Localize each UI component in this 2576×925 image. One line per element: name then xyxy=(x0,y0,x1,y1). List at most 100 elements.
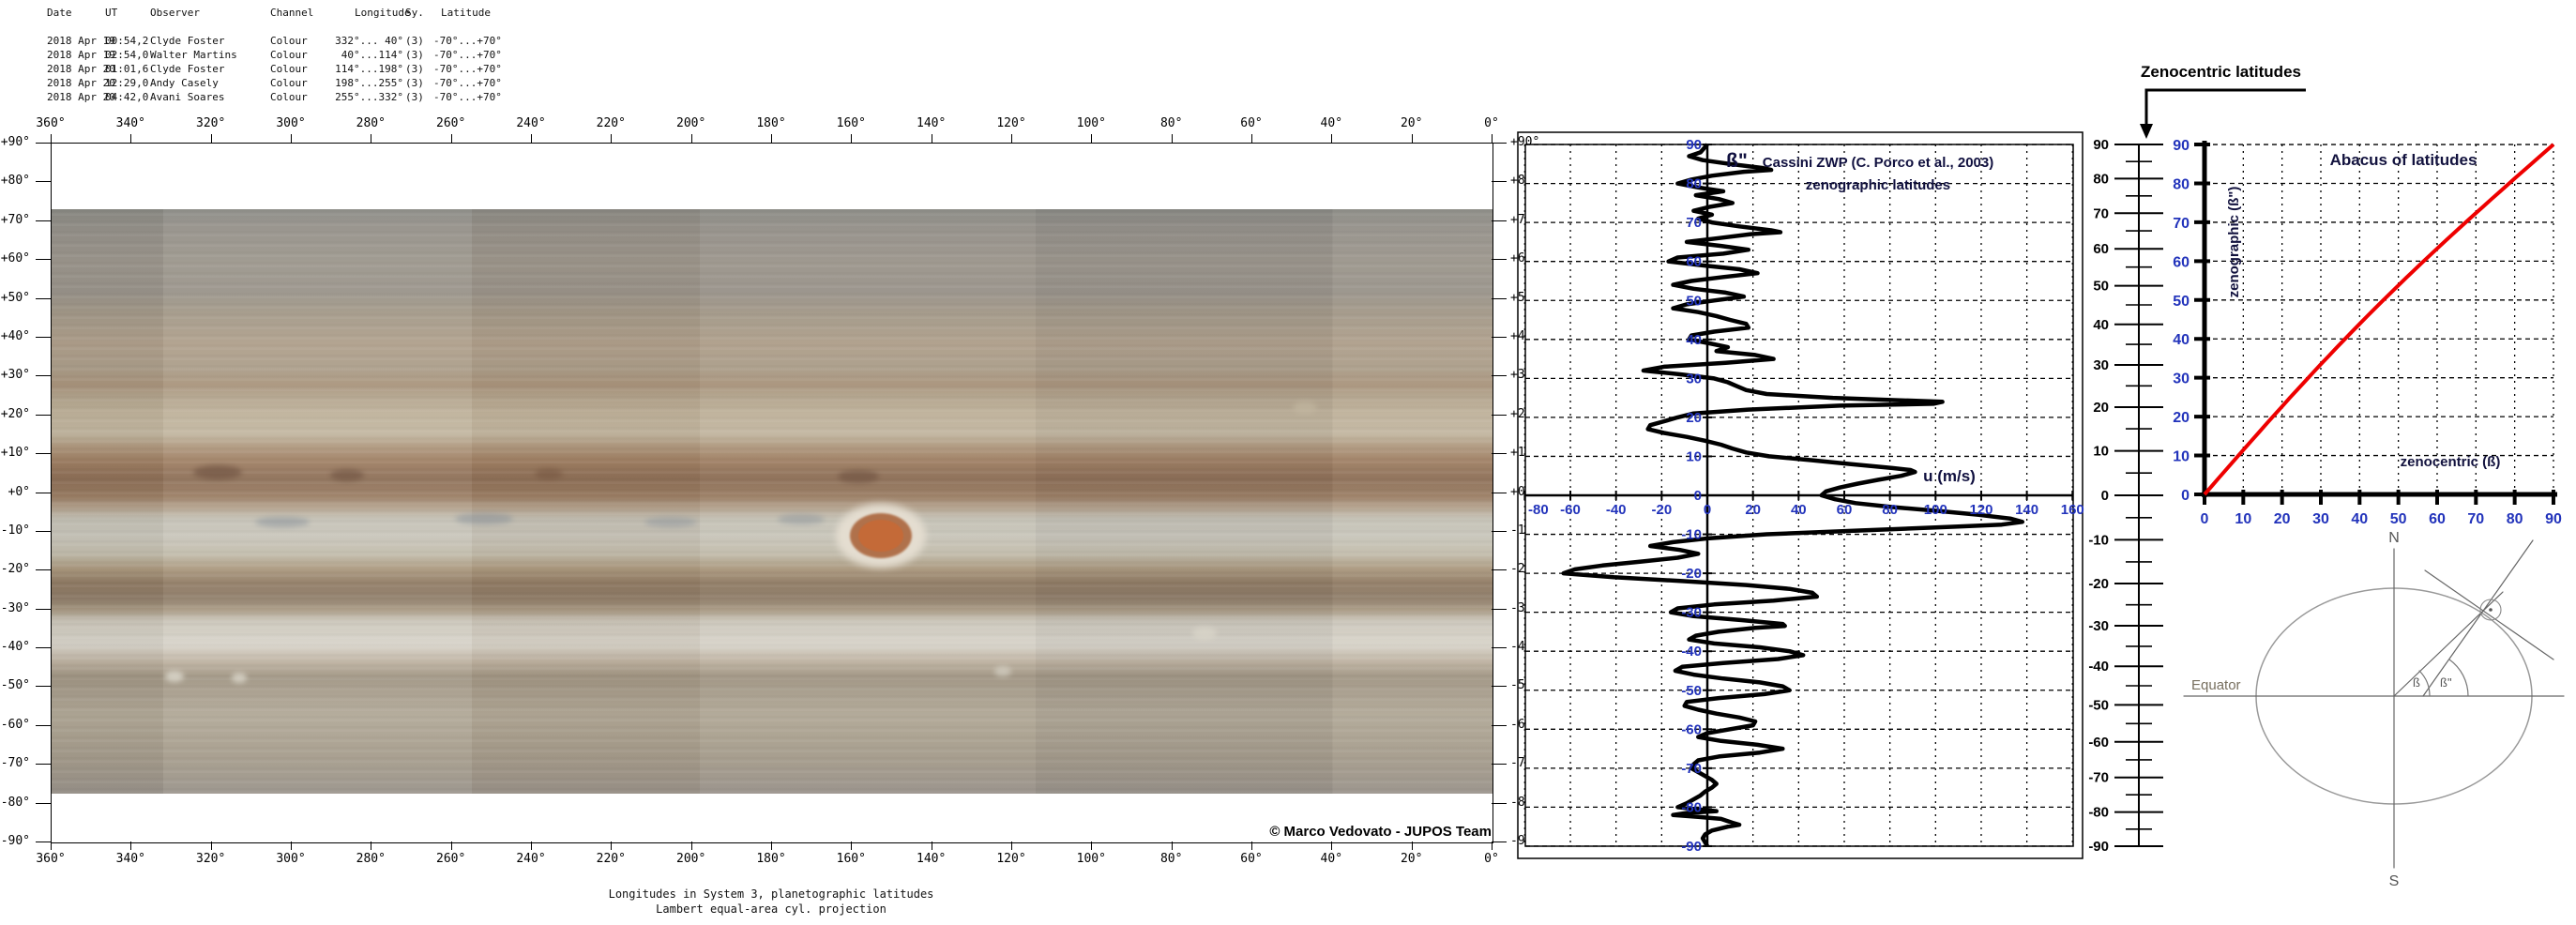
ruler-tick-label: 40 xyxy=(2093,317,2109,333)
map-lon-label-top: 20° xyxy=(1400,116,1423,130)
obs-cell: Colour xyxy=(270,49,308,61)
map-lon-tick-top xyxy=(1331,134,1333,143)
map-lon-tick-top xyxy=(1171,134,1173,143)
abacus-y-tick-label: 60 xyxy=(2173,254,2190,270)
abacus-x-tick-label: 70 xyxy=(2467,511,2484,527)
map-lon-tick-bottom xyxy=(1011,842,1012,850)
zwp-x-tick-label: 120 xyxy=(1969,502,1993,518)
ruler-tick-label: 60 xyxy=(2093,241,2109,257)
ruler-tick-label: -40 xyxy=(2088,659,2109,675)
zwp-axis-labels: -80 -60 -40 -20 0 20 40 60 80 100 120 140 1609080706… xyxy=(1523,137,2084,855)
map-lat-label-left: -40° xyxy=(0,640,30,655)
map-caption-line1: Longitudes in System 3, planetographic l… xyxy=(608,887,934,901)
right-angle-dot xyxy=(2489,608,2493,612)
beta-angle-arc xyxy=(2418,670,2431,697)
map-lat-label-left: +70° xyxy=(0,212,30,227)
map-lon-tick-bottom xyxy=(1251,842,1252,850)
map-lat-tick-left xyxy=(36,181,51,183)
zwp-y-tick-label: 90 xyxy=(1686,137,1702,153)
map-lon-label-top: 140° xyxy=(917,116,947,130)
map-lat-tick-right xyxy=(1492,414,1507,416)
neb-barge xyxy=(330,469,364,481)
map-lat-label-left: +60° xyxy=(0,251,30,266)
abacus-x-tick-label: 40 xyxy=(2351,511,2368,527)
map-lat-tick-left xyxy=(36,336,51,338)
zwp-x-tick-label: 20 xyxy=(1745,502,1761,518)
zwp-y-tick-label: -20 xyxy=(1681,566,1702,582)
abacus-y-tick-label: 50 xyxy=(2173,294,2190,310)
map-lat-tick-right xyxy=(1492,453,1507,455)
map-lat-tick-right xyxy=(1492,259,1507,261)
obs-cell: 04:42,0 xyxy=(105,91,149,103)
obs-header-cell: Sy. xyxy=(405,7,424,19)
zwp-x-tick-label: -20 xyxy=(1651,502,1672,518)
map-lon-tick-top xyxy=(1411,134,1413,143)
zwp-wind-profile-curve xyxy=(1561,143,2025,848)
zwp-x-tick-label: 140 xyxy=(2015,502,2038,518)
neb-barge xyxy=(838,470,879,483)
obs-cell: (3) xyxy=(405,49,424,61)
obs-cell: 40°...114° xyxy=(335,49,403,61)
map-lon-tick-top xyxy=(291,134,292,143)
abacus-gridlines xyxy=(2205,144,2554,494)
zwp-xlabel: u (m/s) xyxy=(1923,467,1976,485)
obs-cell: -70°...+70° xyxy=(433,91,502,103)
map-lon-tick-top xyxy=(210,134,212,143)
map-lon-label-top: 340° xyxy=(115,116,145,130)
zwp-y-tick-label: 70 xyxy=(1686,215,1702,231)
zwp-y-tick-label: 10 xyxy=(1686,448,1702,464)
zwp-ylabel-beta: ß" xyxy=(1726,150,1748,172)
ruler-tick-label: 70 xyxy=(2093,205,2109,221)
zwp-title: Cassini ZWP (C. Porco et al., 2003) xyxy=(1763,155,1993,171)
map-lat-tick-left xyxy=(36,647,51,649)
map-lon-tick-top xyxy=(450,134,452,143)
map-lon-label-bottom: 200° xyxy=(676,852,706,866)
abacus-x-tick-label: 80 xyxy=(2507,511,2523,527)
map-lon-label-bottom: 220° xyxy=(596,852,626,866)
map-lat-tick-left xyxy=(36,724,51,726)
map-lon-label-bottom: 40° xyxy=(1320,852,1343,866)
abacus-xlabel: zenocentric (ß) xyxy=(2401,454,2501,470)
map-lon-label-top: 240° xyxy=(516,116,546,130)
zwp-y-tick-label: -80 xyxy=(1681,799,1702,815)
map-lat-tick-right xyxy=(1492,143,1507,144)
obs-cell: 198°...255° xyxy=(335,77,403,89)
copyright-credit: © Marco Vedovato - JUPOS Team xyxy=(1269,824,1492,840)
mosaic-seams xyxy=(52,209,1493,794)
abacus-chart: 0 10 20 30 40 50 60 70 80 90 0 10 20 30 40 50 60 70 80 90 A… xyxy=(2173,138,2562,527)
ruler-tick-label: -60 xyxy=(2088,735,2109,751)
map-lat-label-left: +40° xyxy=(0,328,30,343)
abacus-x-tick-label: 90 xyxy=(2545,511,2562,527)
obs-cell: Colour xyxy=(270,77,308,89)
great-red-spot xyxy=(857,520,903,552)
abacus-x-tick-label: 10 xyxy=(2235,511,2251,527)
obs-cell: 114°...198° xyxy=(335,63,403,75)
map-lat-label-left: +10° xyxy=(0,446,30,461)
abacus-y-tick-label: 20 xyxy=(2173,410,2190,426)
abacus-y-tick-label: 10 xyxy=(2173,449,2190,465)
abacus-y-tick-label: 90 xyxy=(2173,138,2190,154)
abacus-x-tick-label: 0 xyxy=(2201,511,2209,527)
map-lat-label-left: -70° xyxy=(0,756,30,771)
map-lat-tick-left xyxy=(36,453,51,455)
map-lat-tick-right xyxy=(1492,647,1507,649)
map-lon-label-top: 280° xyxy=(356,116,386,130)
ruler-tick-label: -10 xyxy=(2088,532,2109,548)
map-lon-label-bottom: 300° xyxy=(276,852,306,866)
ruler-arrow-line xyxy=(2144,88,2306,125)
obs-cell: Clyde Foster xyxy=(150,35,225,47)
ruler-tick-label: -20 xyxy=(2088,576,2109,592)
map-lon-label-bottom: 60° xyxy=(1240,852,1263,866)
map-lon-label-bottom: 280° xyxy=(356,852,386,866)
abacus-y-tick-label: 40 xyxy=(2173,332,2190,348)
map-lon-tick-bottom xyxy=(1411,842,1413,850)
map-lat-tick-right xyxy=(1492,181,1507,183)
map-lon-label-bottom: 120° xyxy=(996,852,1026,866)
obs-cell: -70°...+70° xyxy=(433,49,502,61)
map-lat-tick-right xyxy=(1492,686,1507,688)
map-lon-tick-bottom xyxy=(291,842,292,850)
map-lon-tick-bottom xyxy=(1171,842,1173,850)
map-lat-tick-right xyxy=(1492,336,1507,338)
